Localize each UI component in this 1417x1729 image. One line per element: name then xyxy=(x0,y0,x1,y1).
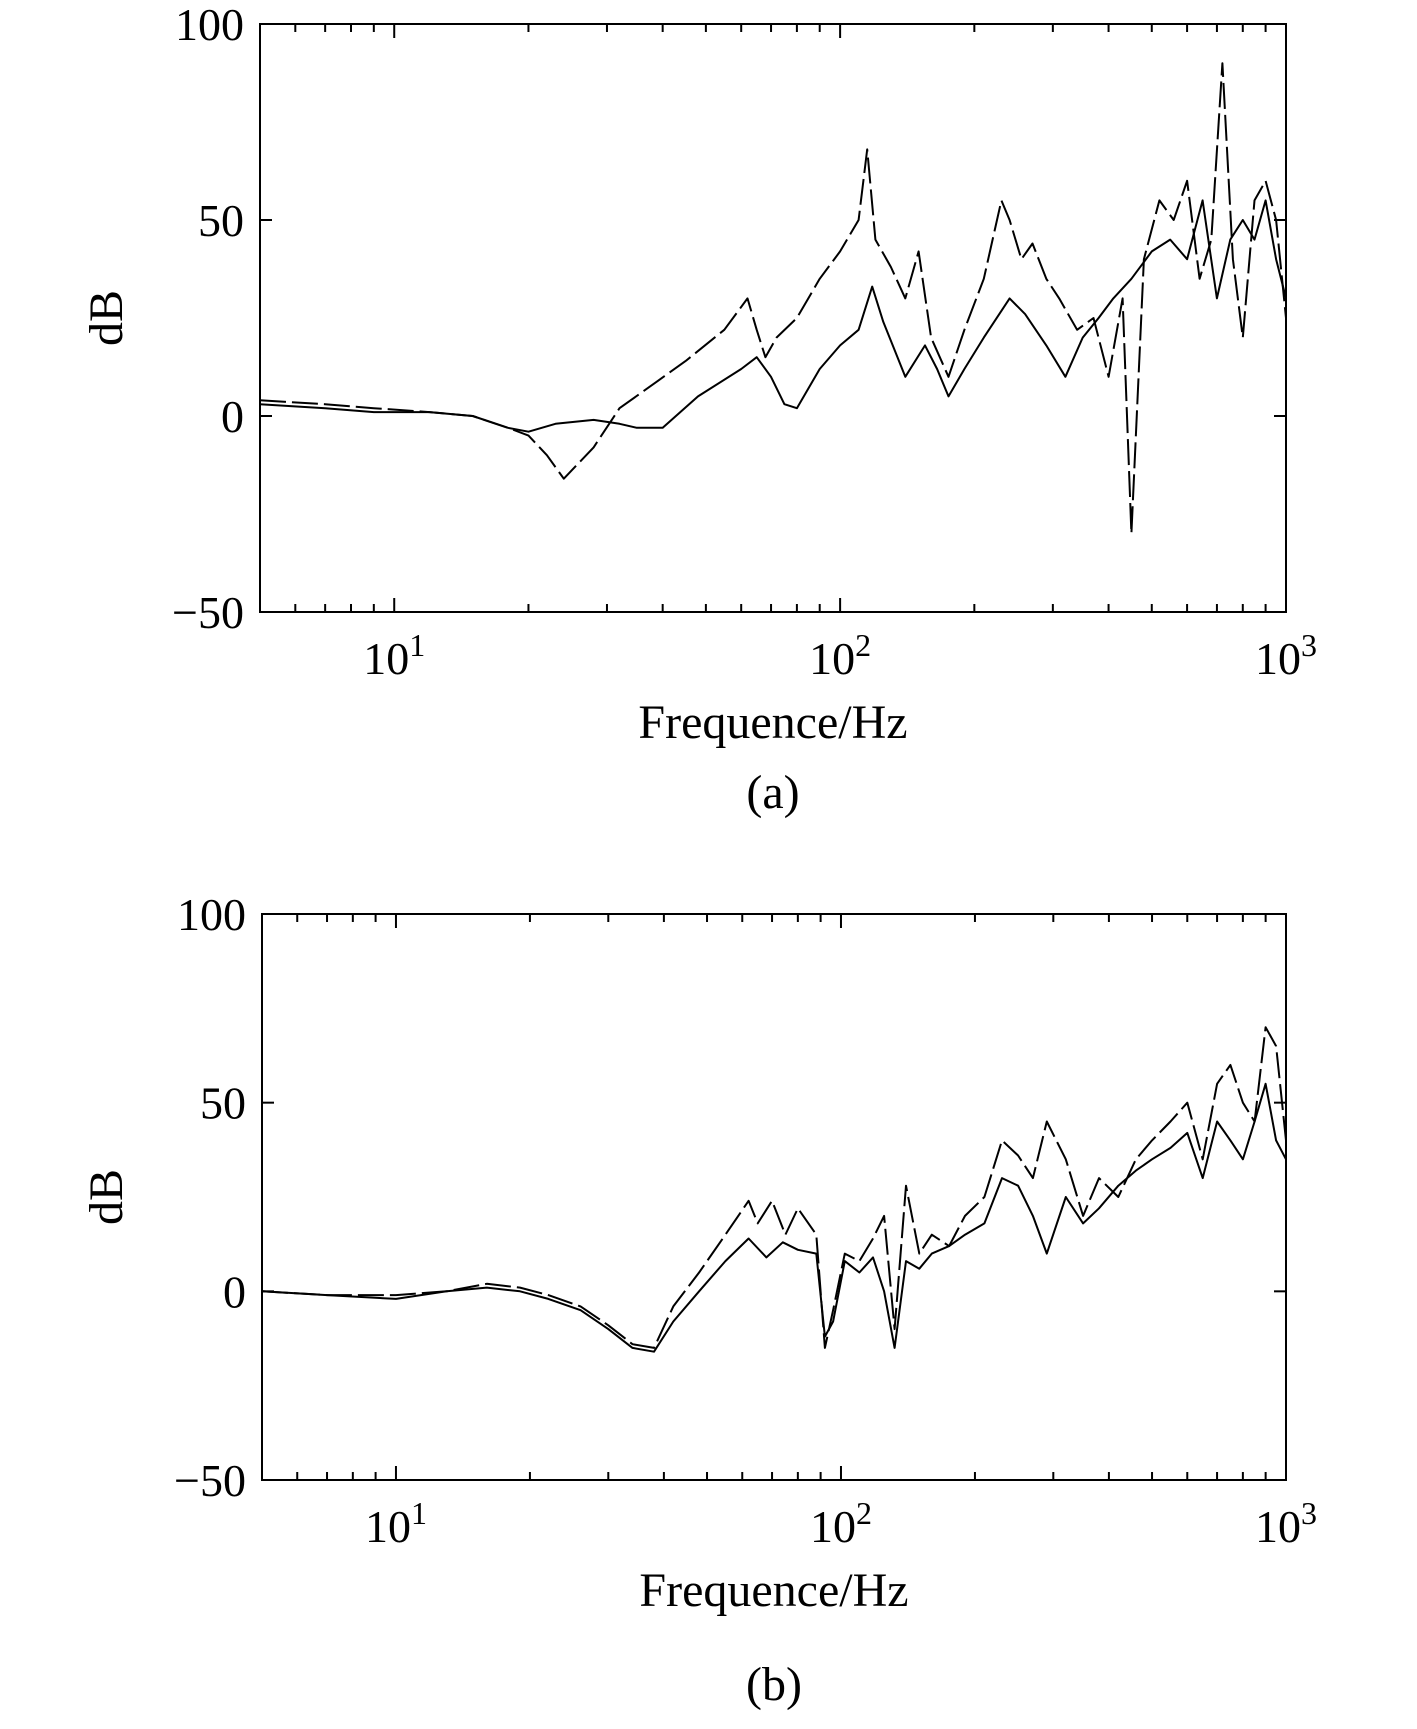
series-line-solid xyxy=(259,199,1287,433)
y-tick-label: −50 xyxy=(174,1455,246,1506)
chart-panel-a: −50 0 50 100 101 102 103 dB Frequence/Hz (a) xyxy=(80,0,1317,819)
y-tick-label: 0 xyxy=(223,1266,246,1317)
x-tick-label: 101 xyxy=(365,1495,427,1552)
x-tick-label: 102 xyxy=(809,627,871,684)
x-tick-label: 103 xyxy=(1255,627,1317,684)
x-tick-label: 103 xyxy=(1255,1495,1317,1552)
series-line-dashed xyxy=(261,1026,1287,1349)
panel-caption: (b) xyxy=(746,1658,802,1711)
y-tick-label: 50 xyxy=(198,195,244,246)
x-axis-label: Frequence/Hz xyxy=(638,696,907,749)
x-tick-label: 102 xyxy=(810,1495,872,1552)
y-tick-label: 100 xyxy=(177,889,246,940)
y-ticks: −50 0 50 100 xyxy=(174,889,1286,1506)
plot-frame xyxy=(261,913,1287,1481)
y-tick-label: 100 xyxy=(175,0,244,50)
y-tick-label: 50 xyxy=(200,1078,246,1129)
series-line-dashed xyxy=(259,62,1287,535)
y-axis-label: dB xyxy=(80,1169,133,1225)
x-tick-label: 101 xyxy=(363,627,425,684)
series-layer xyxy=(261,1026,1287,1353)
panel-caption: (a) xyxy=(746,766,799,819)
chart-panel-b: −50 0 50 100 101 102 103 dB Frequence/Hz (b) xyxy=(80,889,1317,1711)
x-ticks: 101 102 103 xyxy=(259,24,1317,684)
x-axis-label: Frequence/Hz xyxy=(639,1564,908,1617)
series-line-solid xyxy=(261,1082,1287,1353)
y-tick-label: 0 xyxy=(221,391,244,442)
x-ticks: 101 102 103 xyxy=(261,914,1317,1552)
y-axis-label: dB xyxy=(80,290,133,346)
series-layer xyxy=(259,62,1287,535)
y-ticks: −50 0 50 100 xyxy=(172,0,1286,638)
y-tick-label: −50 xyxy=(172,587,244,638)
